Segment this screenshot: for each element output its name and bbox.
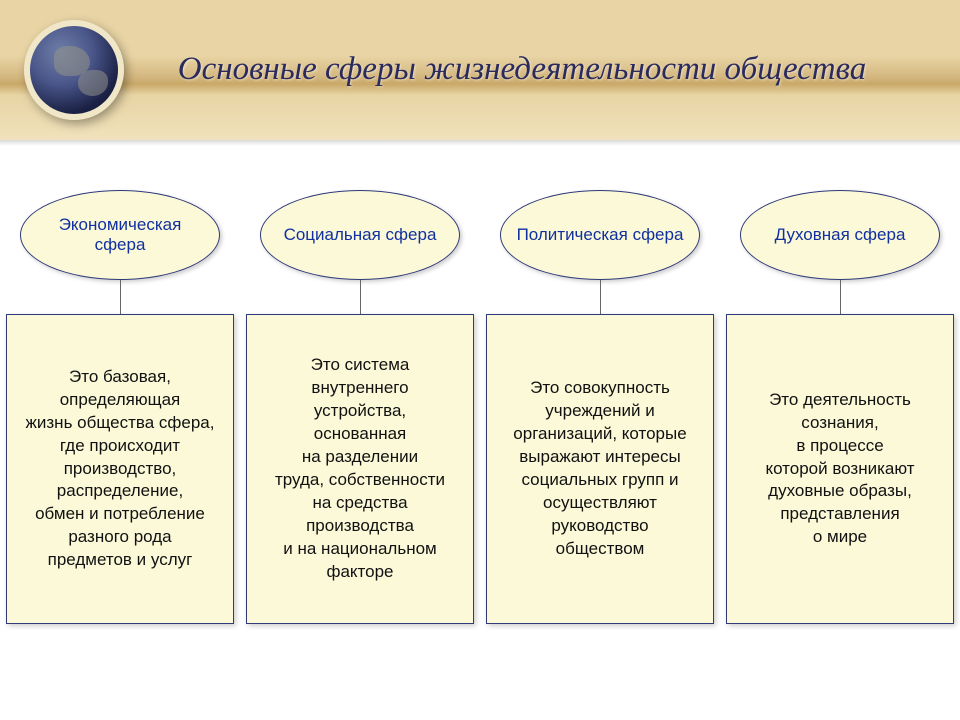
sphere-ellipse-social: Социальная сфера (260, 190, 460, 280)
sphere-ellipse-spiritual: Духовная сфера (740, 190, 940, 280)
connector-line (360, 280, 361, 314)
sphere-description-economic: Это базовая, определяющая жизнь общества… (6, 314, 234, 624)
sphere-description-social: Это система внутреннего устройства, осно… (246, 314, 474, 624)
sphere-column-economic: Экономическая сфера Это базовая, определ… (4, 190, 236, 624)
sphere-column-social: Социальная сфера Это система внутреннего… (244, 190, 476, 624)
sphere-column-spiritual: Духовная сфера Это деятельность сознания… (724, 190, 956, 624)
globe-icon (24, 20, 124, 120)
header: Основные сферы жизнедеятельности обществ… (0, 0, 960, 140)
connector-line (840, 280, 841, 314)
connector-line (600, 280, 601, 314)
sphere-description-spiritual: Это деятельность сознания, в процессе ко… (726, 314, 954, 624)
header-shadow (0, 140, 960, 146)
page-title: Основные сферы жизнедеятельности обществ… (124, 49, 960, 90)
spheres-row: Экономическая сфера Это базовая, определ… (0, 140, 960, 624)
sphere-ellipse-economic: Экономическая сфера (20, 190, 220, 280)
sphere-ellipse-political: Политическая сфера (500, 190, 700, 280)
sphere-column-political: Политическая сфера Это совокупность учре… (484, 190, 716, 624)
sphere-description-political: Это совокупность учреждений и организаци… (486, 314, 714, 624)
connector-line (120, 280, 121, 314)
